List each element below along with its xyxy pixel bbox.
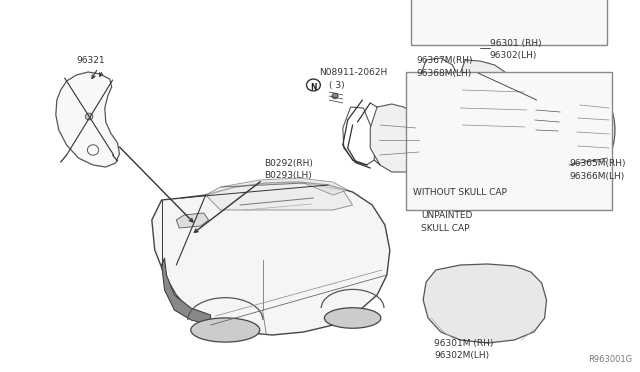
Polygon shape <box>371 104 426 172</box>
Polygon shape <box>162 258 211 325</box>
FancyBboxPatch shape <box>406 72 612 210</box>
Text: N08911-2062H: N08911-2062H <box>319 68 388 77</box>
Text: UNPAINTED: UNPAINTED <box>421 211 472 220</box>
Text: 96302(LH): 96302(LH) <box>490 51 537 60</box>
Text: ( 3): ( 3) <box>329 81 345 90</box>
Polygon shape <box>529 95 566 142</box>
Ellipse shape <box>583 110 587 114</box>
Polygon shape <box>152 182 390 335</box>
Text: 96368M(LH): 96368M(LH) <box>416 69 472 78</box>
Text: 96301 (RH): 96301 (RH) <box>490 39 541 48</box>
Text: SKULL CAP: SKULL CAP <box>421 224 470 233</box>
Text: WITHOUT SKULL CAP: WITHOUT SKULL CAP <box>413 188 508 197</box>
Polygon shape <box>176 213 209 228</box>
Text: R963001G: R963001G <box>588 355 632 364</box>
Polygon shape <box>456 60 531 158</box>
Ellipse shape <box>191 318 260 342</box>
Text: B0292(RH): B0292(RH) <box>264 159 314 168</box>
Text: 96367M(RH): 96367M(RH) <box>416 56 473 65</box>
Ellipse shape <box>85 113 93 120</box>
Ellipse shape <box>583 146 587 150</box>
Ellipse shape <box>583 128 587 132</box>
Ellipse shape <box>332 93 338 99</box>
Text: 96302M(LH): 96302M(LH) <box>434 351 489 360</box>
Text: 96321: 96321 <box>76 56 105 65</box>
Polygon shape <box>205 183 353 210</box>
Text: 96301M (RH): 96301M (RH) <box>434 339 493 348</box>
Text: N: N <box>310 83 317 92</box>
Polygon shape <box>423 264 547 343</box>
Text: 96365M(RH): 96365M(RH) <box>569 159 625 168</box>
Ellipse shape <box>307 79 321 91</box>
Text: B0293(LH): B0293(LH) <box>264 171 312 180</box>
Ellipse shape <box>574 93 615 167</box>
Polygon shape <box>56 72 120 167</box>
Text: 96366M(LH): 96366M(LH) <box>569 172 625 181</box>
Ellipse shape <box>324 308 381 328</box>
FancyBboxPatch shape <box>412 0 607 45</box>
Polygon shape <box>220 178 348 195</box>
